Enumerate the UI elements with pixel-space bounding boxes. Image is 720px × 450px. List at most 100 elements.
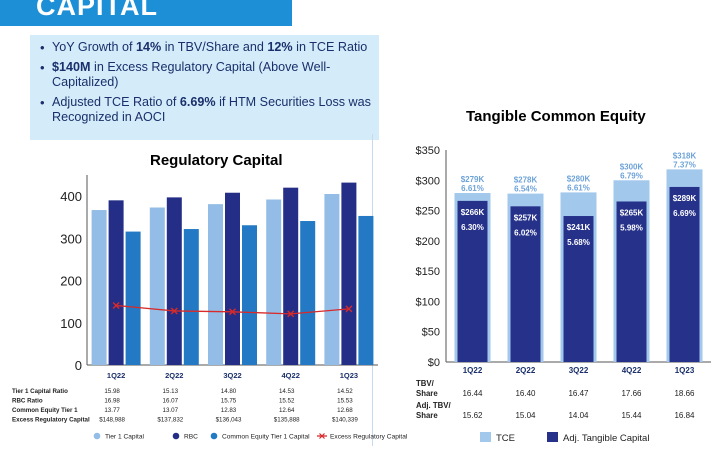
x-tick-label: 3Q22 xyxy=(223,371,241,380)
y-tick-label: 0 xyxy=(75,358,82,373)
bar-common-equity-tier-1-capital xyxy=(125,231,141,365)
bar-adj-tangible-capital xyxy=(669,186,700,362)
excess-capital-point xyxy=(112,301,120,309)
legend-label: Common Equity Tier 1 Capital xyxy=(222,434,310,441)
legend-marker xyxy=(547,432,558,442)
bar-tier-1-capital xyxy=(266,199,282,365)
legend-label: Tier 1 Capital xyxy=(105,434,145,441)
bar-common-equity-tier-1-capital xyxy=(242,225,257,365)
adj-value-label: $257K xyxy=(514,213,538,222)
table-cell: $137,832 xyxy=(157,417,183,424)
bar-rbc xyxy=(341,182,357,365)
x-tick-label: 1Q23 xyxy=(675,366,695,375)
legend-label: RBC xyxy=(184,434,198,441)
excess-capital-point xyxy=(229,308,236,316)
legend-label: TCE xyxy=(496,433,515,444)
bar-rbc xyxy=(225,192,240,365)
tce-ratio-label: 6.61% xyxy=(567,183,590,192)
table-cell: 16.47 xyxy=(568,389,589,398)
table-cell: 18.66 xyxy=(674,389,695,398)
table-row-label: Common Equity Tier 1 xyxy=(12,407,78,414)
tce-ratio-label: 6.79% xyxy=(620,171,643,180)
table-cell: 14.53 xyxy=(279,388,295,395)
y-tick-label: 200 xyxy=(60,274,82,289)
page-title: CAPITAL xyxy=(36,0,158,21)
legend-marker xyxy=(319,433,325,439)
tce-ratio-label: 6.54% xyxy=(514,185,537,194)
bar-adj-tangible-capital xyxy=(510,206,541,362)
table-cell: 16.40 xyxy=(515,389,536,398)
tce-value-label: $280K xyxy=(567,174,591,183)
table-cell: 14.52 xyxy=(337,388,353,395)
adj-ratio-label: 5.68% xyxy=(567,238,590,247)
excess-capital-point xyxy=(345,305,353,313)
table-cell: 15.53 xyxy=(337,398,353,405)
bar-adj-tangible-capital xyxy=(563,216,594,362)
table-cell: $135,888 xyxy=(274,417,300,424)
header-bar: CAPITAL xyxy=(0,0,292,26)
y-tick-label: $150 xyxy=(416,266,440,278)
adj-value-label: $265K xyxy=(620,208,644,217)
table-cell: 15.04 xyxy=(515,411,536,420)
y-tick-label: $350 xyxy=(416,145,440,157)
legend-marker xyxy=(93,432,101,440)
table-cell: $148,988 xyxy=(99,417,125,424)
table-cell: 15.62 xyxy=(462,411,483,420)
bar-common-equity-tier-1-capital xyxy=(183,229,199,365)
y-tick-label: $200 xyxy=(416,236,440,248)
x-tick-label: 4Q22 xyxy=(282,371,300,380)
y-tick-label: $0 xyxy=(428,357,440,369)
bullet-text: Adjusted TCE Ratio of xyxy=(52,94,180,109)
table-cell: 16.84 xyxy=(674,411,695,420)
adj-value-label: $266K xyxy=(461,208,485,217)
bar-common-equity-tier-1-capital xyxy=(358,215,374,365)
table-cell: 16.44 xyxy=(462,389,483,398)
bar-rbc xyxy=(283,187,299,365)
excess-capital-point xyxy=(170,307,178,315)
bullet-bold: 6.69% xyxy=(179,94,216,109)
table-cell: 15.75 xyxy=(221,398,237,405)
table-cell: $140,339 xyxy=(332,417,358,424)
adj-ratio-label: 6.30% xyxy=(461,223,484,232)
bullet-text: YoY Growth of xyxy=(52,40,137,54)
x-tick-label: 1Q23 xyxy=(340,371,358,380)
y-tick-label: 100 xyxy=(60,316,82,331)
bullet-bold: 12% xyxy=(267,40,293,54)
legend-marker xyxy=(172,432,180,440)
table-cell: 15.44 xyxy=(621,411,642,420)
legend-label: Excess Regulatory Capital xyxy=(330,434,408,441)
tce-value-label: $279K xyxy=(461,175,485,184)
table-cell: 17.66 xyxy=(621,389,642,398)
table-cell: 15.13 xyxy=(163,388,179,395)
adj-ratio-label: 6.69% xyxy=(673,209,696,218)
x-tick-label: 2Q22 xyxy=(516,366,536,375)
table-row-label: Share xyxy=(416,411,438,420)
table-cell: 15.98 xyxy=(104,388,120,395)
table-cell: 13.07 xyxy=(163,407,179,414)
table-cell: 14.04 xyxy=(568,411,589,420)
bullet-bold: $140M xyxy=(52,59,91,74)
bullet-text: in TCE Ratio xyxy=(292,40,368,54)
legend-marker xyxy=(210,432,218,440)
tce-value-label: $278K xyxy=(514,176,538,185)
legend-label: Adj. Tangible Capital xyxy=(563,433,649,444)
y-tick-label: $250 xyxy=(416,206,440,218)
bar-tier-1-capital xyxy=(149,207,165,365)
tce-value-label: $300K xyxy=(620,162,644,171)
bar-tier-1-capital xyxy=(324,194,340,365)
table-cell: 15.52 xyxy=(279,398,295,405)
y-tick-label: $100 xyxy=(416,296,440,308)
x-tick-label: 2Q22 xyxy=(165,371,183,380)
x-tick-label: 1Q22 xyxy=(107,371,125,380)
tce-title: Tangible Common Equity xyxy=(466,108,646,125)
highlight-item: YoY Growth of 14% in TBV/Share and 12% i… xyxy=(40,40,373,56)
tce-value-label: $318K xyxy=(673,151,697,160)
table-cell: 14.80 xyxy=(221,388,237,395)
bar-tier-1-capital xyxy=(91,210,107,365)
highlight-item: Adjusted TCE Ratio of 6.69% if HTM Secur… xyxy=(40,94,373,126)
x-tick-label: 3Q22 xyxy=(569,366,589,375)
y-tick-label: 300 xyxy=(60,231,82,246)
bar-rbc xyxy=(108,200,124,365)
tce-ratio-label: 7.37% xyxy=(673,160,696,169)
